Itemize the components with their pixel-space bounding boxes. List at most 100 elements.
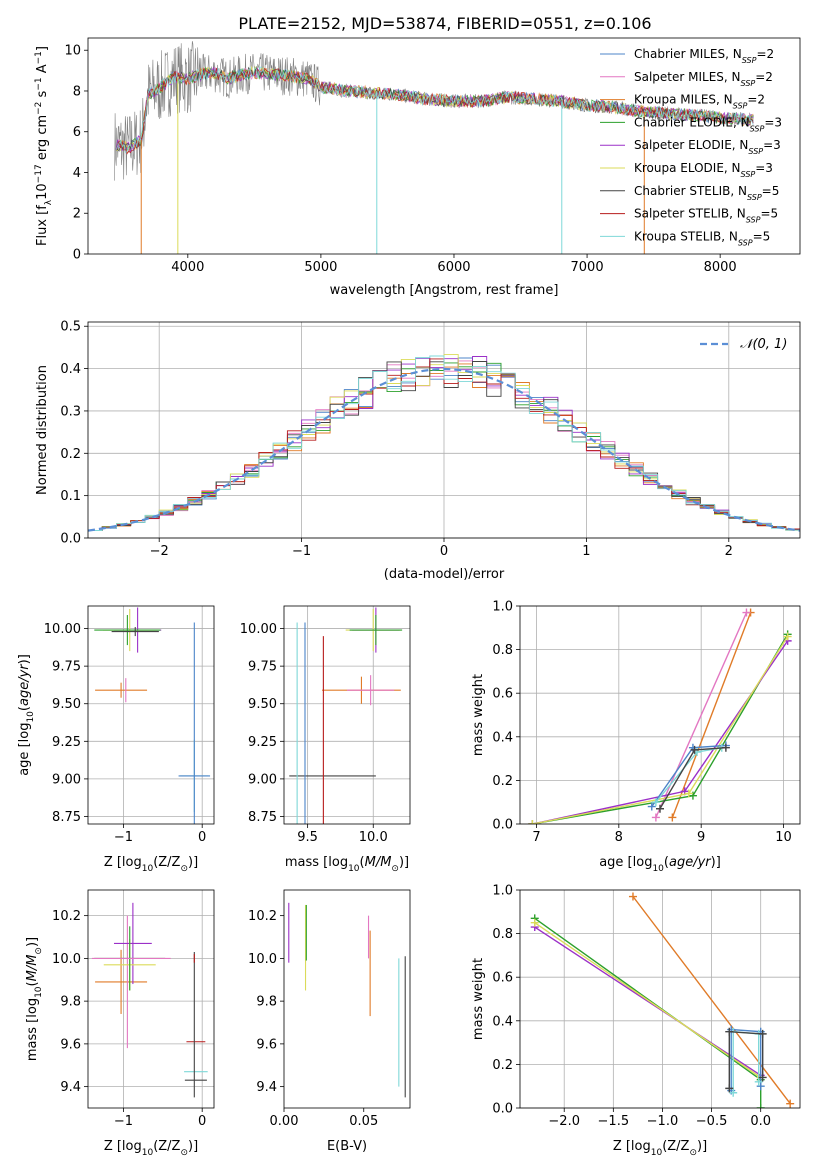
y-tick-label: 9.4: [256, 1080, 277, 1095]
x-tick-label: −2: [150, 544, 169, 559]
x-axis-label-part: ⊙: [180, 864, 188, 874]
chart-mass-Z: −1 09.49.69.810.010.2Z [log10(Z/Z⊙)]mass …: [25, 889, 215, 1158]
weight-marker: [725, 1084, 734, 1093]
legend-sub: SSP: [742, 56, 757, 65]
legend-sub: SSP: [748, 147, 763, 156]
x-tick-label: −1: [114, 1114, 133, 1129]
errorbar-point: [178, 622, 211, 824]
x-tick-label: 10: [775, 830, 792, 845]
y-axis-label-part: −1: [34, 51, 44, 64]
x-axis-label: (data-model)/error: [384, 567, 505, 582]
plot-area: [114, 41, 754, 254]
x-axis-label-part: ⊙: [180, 1148, 188, 1158]
legend-suffix: =5: [753, 229, 771, 243]
axes-frame: [283, 889, 411, 1109]
weight-series: [528, 632, 792, 824]
weight-marker: [656, 804, 664, 813]
legend-suffix: =3: [763, 138, 781, 152]
x-tick-label: 9.5: [297, 830, 318, 845]
x-axis-label: age [log10(age/yr)]: [599, 855, 721, 874]
y-axis-label-part: M/M: [25, 955, 40, 982]
weight-series: [725, 1027, 767, 1093]
errorbar-point: [94, 615, 161, 646]
y-tick-label: 0.1: [60, 489, 81, 504]
axes-frame: [519, 605, 801, 825]
x-axis-label-part: )]: [188, 855, 198, 870]
legend-entry: Chabrier STELIB, NSSP=5: [634, 184, 779, 202]
y-axis-label: mass weight: [471, 674, 486, 756]
x-axis-label-part: (Z/Z: [153, 855, 180, 870]
errorbar-point: [95, 949, 148, 1014]
x-axis-label-part: )]: [711, 855, 721, 870]
legend-suffix: =3: [755, 161, 773, 175]
y-tick-label: 8.75: [248, 810, 277, 825]
y-tick-label: 8.75: [52, 810, 81, 825]
legend-entry: 𝒩(0, 1): [740, 337, 787, 352]
y-axis-label: Normed distribution: [35, 365, 50, 495]
y-tick-label: 10: [64, 44, 81, 59]
x-tick-label: 5000: [304, 260, 337, 275]
x-axis-label-part: Z [log: [104, 1139, 142, 1154]
weight-marker: [786, 1099, 795, 1108]
weight-line: [632, 896, 791, 1105]
weight-marker: [684, 789, 693, 798]
y-axis-label: mass [log10(M/M⊙)]: [25, 937, 44, 1061]
chart-mass-ebv: 0.00 0.05 9.4 9.6 9.8 10.0 10.2 E(B-V): [248, 889, 411, 1154]
x-axis-label-part: 10: [652, 864, 664, 874]
x-axis-label-part: 10: [142, 864, 154, 874]
x-tick-label: 6000: [437, 260, 470, 275]
y-axis-label-part: ⊙: [34, 947, 44, 955]
x-tick-label: −1.5: [598, 1114, 630, 1129]
weight-marker: [725, 1027, 734, 1036]
legend-suffix: =2: [747, 93, 765, 107]
x-tick-label: 0.00: [270, 1114, 299, 1129]
y-tick-label: 9.50: [52, 697, 81, 712]
x-tick-label: 8: [615, 830, 623, 845]
y-axis-label-part: 10: [26, 711, 36, 723]
axes-frame: [87, 37, 801, 255]
y-tick-label: 0.0: [60, 532, 81, 547]
legend-entry: Chabrier MILES, NSSP=2: [634, 47, 774, 65]
x-axis-label: Z [log10(Z/Z⊙)]: [613, 1139, 707, 1158]
legend-name: Salpeter MILES, N: [634, 70, 741, 84]
y-tick-label: 9.75: [248, 660, 277, 675]
y-tick-label: 9.75: [52, 660, 81, 675]
weight-series: [628, 892, 795, 1108]
legend-name: Chabrier STELIB, N: [634, 184, 747, 198]
x-tick-label: −1: [292, 544, 311, 559]
histogram-step: [88, 355, 800, 531]
legend-entry: Kroupa MILES, NSSP=2: [634, 93, 765, 111]
x-axis-label: Z [log10(Z/Z⊙)]: [104, 1139, 198, 1158]
y-tick-label: 9.6: [256, 1037, 277, 1052]
legend-sub: SSP: [741, 170, 756, 179]
x-axis-label-part: )]: [399, 855, 409, 870]
x-axis-label-part: Z [log: [104, 855, 142, 870]
x-tick-label: 7: [532, 830, 540, 845]
legend-entry: Salpeter ELODIE, NSSP=3: [634, 138, 781, 156]
weight-marker: [721, 743, 730, 752]
weight-marker: [651, 813, 660, 822]
chart-spectrum: 4000 5000 6000 7000 8000 0 2 4 6 8 10 wavelength [A…: [34, 37, 801, 298]
weight-marker: [754, 1077, 763, 1086]
y-tick-label: 0.5: [60, 320, 81, 335]
x-tick-label: 0.05: [349, 1114, 378, 1129]
legend-entry: Kroupa STELIB, NSSP=5: [634, 229, 770, 247]
plot-area: [88, 354, 800, 532]
y-axis-label-part: age [log: [17, 723, 32, 776]
weight-marker: [742, 608, 751, 617]
x-tick-label: 4000: [171, 260, 204, 275]
x-tick-label: −1: [114, 830, 133, 845]
x-axis-label-part: age/yr: [669, 855, 712, 870]
y-tick-label: 4: [73, 166, 81, 181]
y-tick-label: 9.6: [60, 1037, 81, 1052]
y-tick-label: 1.0: [492, 884, 513, 899]
legend-sub: SSP: [741, 78, 756, 87]
y-axis-label-part: ]: [35, 46, 50, 51]
y-axis-label-part: s: [35, 90, 50, 101]
legend-entry: Kroupa ELODIE, NSSP=3: [634, 161, 773, 179]
y-tick-label: 10.2: [248, 909, 277, 924]
x-tick-label: 1: [582, 544, 590, 559]
